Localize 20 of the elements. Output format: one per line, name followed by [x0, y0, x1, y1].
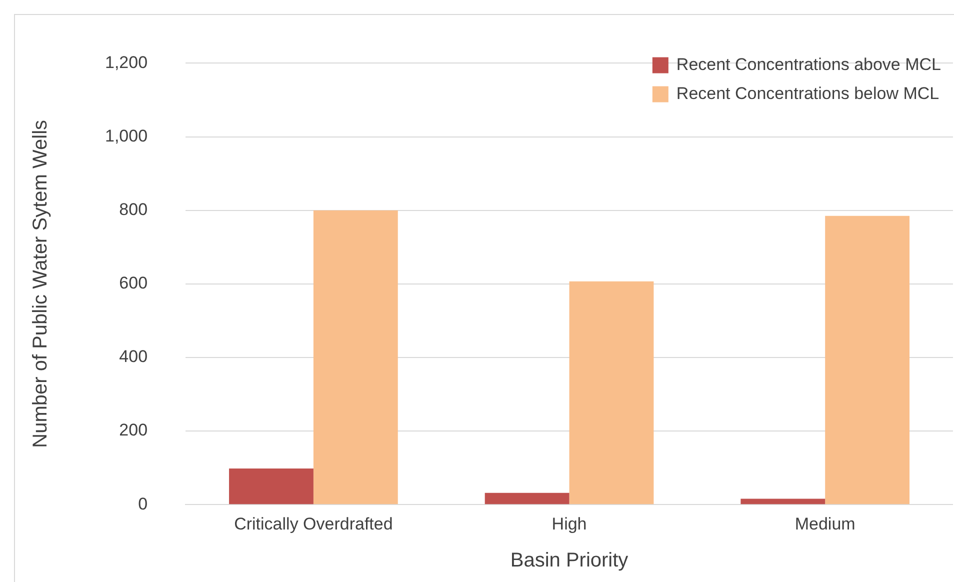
y-axis-title: Number of Public Water Sytem Wells [30, 120, 52, 448]
y-tick-label: 600 [119, 274, 148, 293]
bar [825, 216, 910, 504]
y-tick-label: 1,000 [104, 126, 148, 146]
y-tick-label: 1,200 [104, 52, 148, 72]
x-tick-label: Medium [794, 514, 856, 534]
legend-label: Recent Concentrations above MCL [676, 54, 942, 74]
y-tick-label: 0 [138, 494, 148, 514]
y-tick-label: 400 [119, 347, 148, 366]
bar [569, 281, 654, 504]
bar [740, 498, 826, 504]
bar [313, 210, 398, 504]
legend-label: Recent Concentrations below MCL [676, 84, 940, 103]
x-tick-label: High [552, 514, 587, 534]
bar [484, 492, 570, 504]
x-axis-title: Basin Priority [510, 550, 628, 572]
bar [229, 468, 314, 504]
y-tick-label: 200 [119, 420, 148, 440]
y-tick-label: 800 [119, 200, 148, 220]
x-tick-label: Critically Overdrafted [234, 514, 393, 534]
